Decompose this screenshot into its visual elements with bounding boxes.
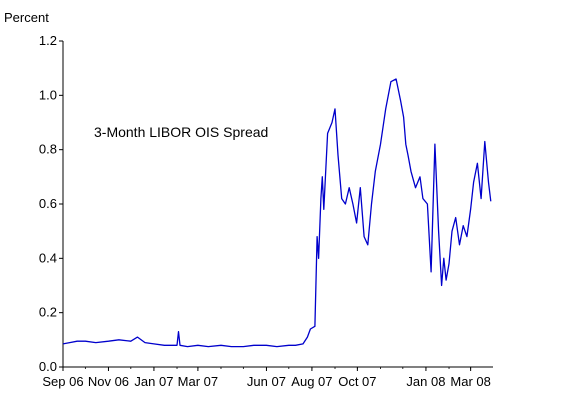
x-tick-label: Jan 08 (406, 374, 445, 389)
x-tick-label: Mar 07 (178, 374, 218, 389)
y-ticks: 0.0 0.2 0.4 0.6 0.8 1.0 1.2 (39, 33, 63, 374)
series-line-libor-ois-spread (62, 78, 492, 348)
axes (62, 41, 493, 368)
y-tick-label: 1.2 (39, 33, 57, 48)
y-tick-label: 1.0 (39, 87, 57, 102)
y-tick-label: 0.4 (39, 250, 57, 265)
y-tick-label: 0.2 (39, 305, 57, 320)
x-ticks: Sep 06 Nov 06 Jan 07 Mar 07 Jun 07 Aug 07 Oct … (42, 367, 491, 389)
x-tick-label: Nov 06 (88, 374, 129, 389)
y-tick-label: 0.6 (39, 196, 57, 211)
x-tick-label: Jun 07 (247, 374, 286, 389)
x-tick-label: Oct 07 (338, 374, 376, 389)
x-tick-label: Aug 07 (291, 374, 332, 389)
y-axis-label: Percent (4, 10, 49, 25)
x-tick-label: Sep 06 (42, 374, 83, 389)
x-tick-label: Mar 08 (450, 374, 490, 389)
x-tick-label: Jan 07 (134, 374, 173, 389)
y-tick-label: 0.8 (39, 142, 57, 157)
y-tick-label: 0.0 (39, 359, 57, 374)
chart-annotation: 3-Month LIBOR OIS Spread (94, 124, 268, 140)
